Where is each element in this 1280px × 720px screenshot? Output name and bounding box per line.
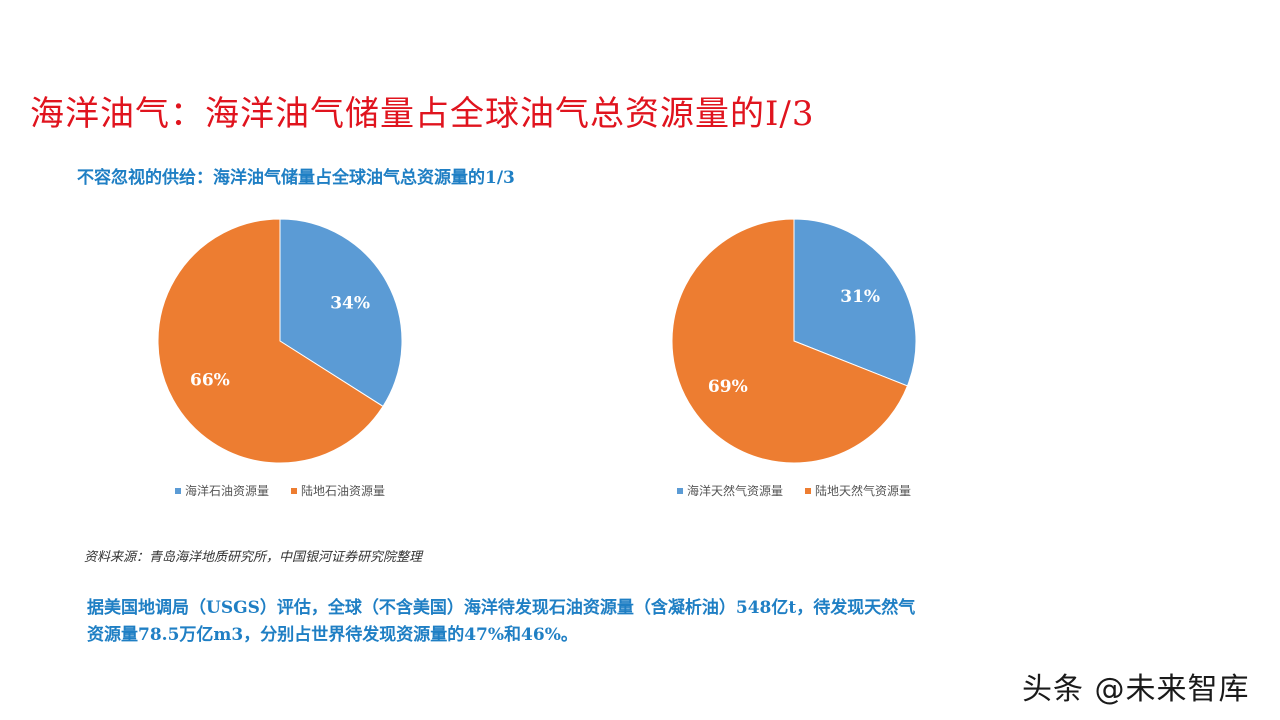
- legend-label-onshore-oil: 陆地石油资源量: [301, 484, 386, 498]
- legend-swatch-onshore-oil: [291, 487, 297, 494]
- gas-pie-slice-0: [793, 218, 917, 387]
- gas-pie-data-label-0: 31%: [840, 287, 880, 307]
- legend-item-offshore-gas: 海洋天然气资源量: [676, 482, 783, 499]
- data-source-note: 资料来源：青岛海洋地质研究所，中国银河证券研究院整理: [84, 550, 423, 565]
- legend-label-offshore-oil: 海洋石油资源量: [184, 484, 269, 498]
- chart-section-subtitle: 不容忽视的供给：海洋油气储量占全球油气总资源量的1/3: [77, 168, 515, 188]
- page-title: 海洋油气：海洋油气储量占全球油气总资源量的I/3: [30, 94, 815, 134]
- oil-resource-pie-chart: 34% 66% 海洋石油资源量 陆地石油资源量: [90, 210, 470, 510]
- usgs-summary-text: 据美国地调局（USGS）评估，全球（不含美国）海洋待发现石油资源量（含凝析油）5…: [87, 595, 1147, 649]
- oil-pie-data-label-1: 66%: [190, 371, 230, 391]
- oil-pie-svg: 34% 66%: [157, 218, 403, 464]
- legend-swatch-offshore-oil: [174, 487, 181, 494]
- legend-swatch-offshore-gas: [676, 487, 683, 494]
- legend-label-onshore-gas: 陆地天然气资源量: [815, 484, 912, 498]
- gas-pie-legend: 海洋天然气资源量 陆地天然气资源量: [604, 482, 984, 499]
- legend-swatch-onshore-gas: [805, 487, 811, 494]
- oil-pie-legend: 海洋石油资源量 陆地石油资源量: [90, 482, 470, 499]
- gas-resource-pie-chart: 31% 69% 海洋天然气资源量 陆地天然气资源量: [604, 210, 984, 510]
- legend-item-offshore-oil: 海洋石油资源量: [174, 482, 269, 499]
- oil-pie-slice-0: [279, 218, 403, 408]
- watermark: 头条 @未来智库: [1022, 672, 1250, 707]
- legend-item-onshore-gas: 陆地天然气资源量: [805, 482, 911, 499]
- gas-pie-data-label-1: 69%: [708, 377, 748, 397]
- oil-pie-slice-1: [157, 218, 384, 464]
- legend-label-offshore-gas: 海洋天然气资源量: [686, 484, 783, 498]
- gas-pie-slice-1: [671, 218, 909, 464]
- gas-pie-svg: 31% 69%: [671, 218, 917, 464]
- summary-line-1: 据美国地调局（USGS）评估，全球（不含美国）海洋待发现石油资源量（含凝析油）5…: [87, 598, 916, 618]
- summary-line-2: 资源量78.5万亿m3，分别占世界待发现资源量的47%和46%。: [87, 625, 578, 645]
- oil-pie-data-label-0: 34%: [330, 293, 370, 313]
- legend-item-onshore-oil: 陆地石油资源量: [291, 482, 385, 499]
